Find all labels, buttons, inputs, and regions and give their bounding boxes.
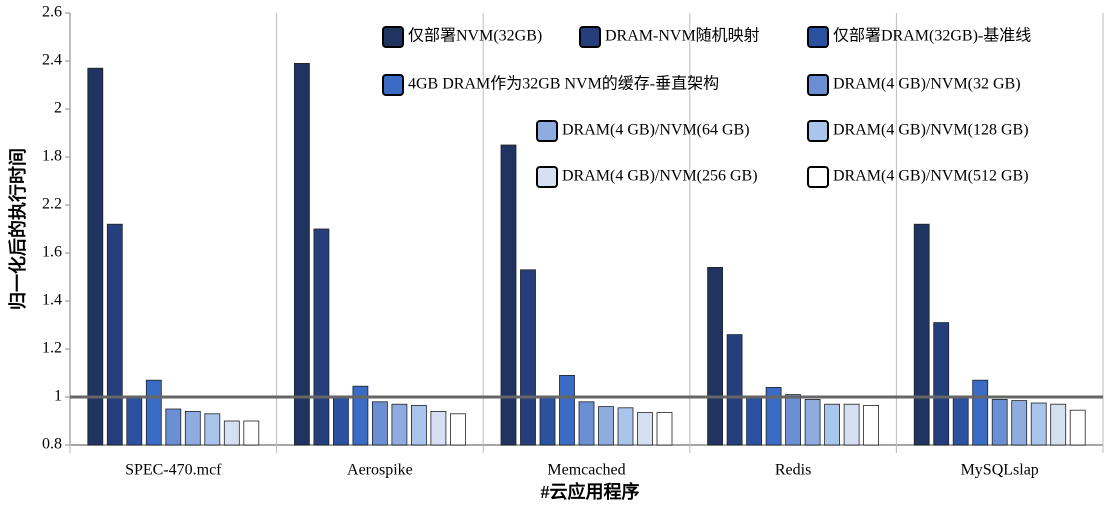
legend-swatch (536, 166, 558, 188)
x-tick-label: MySQLslap (961, 462, 1039, 479)
bar (785, 394, 801, 446)
legend-label: DRAM(4 GB)/NVM(64 GB) (562, 122, 750, 139)
bar (520, 269, 536, 446)
legend-label: 4GB DRAM作为32GB NVM的缓存-垂直架构 (408, 75, 719, 93)
x-tick-label: Memcached (547, 462, 625, 479)
x-tick-label: Aerospike (347, 462, 413, 479)
bar (449, 413, 466, 446)
bar (106, 223, 123, 446)
bar (410, 404, 427, 446)
bar (804, 398, 821, 446)
legend-label: 仅部署NVM(32GB) (408, 27, 542, 45)
y-tick-label: 1.6 (42, 244, 62, 261)
legend-swatch (807, 120, 829, 142)
legend-swatch (807, 166, 829, 188)
bar (598, 406, 614, 446)
bar (500, 144, 517, 446)
legend-label: 仅部署DRAM(32GB)-基准线 (833, 27, 1031, 45)
bar (126, 396, 143, 446)
y-tick-label: 1 (54, 388, 62, 405)
legend-swatch (536, 120, 558, 142)
legend-swatch (579, 26, 601, 48)
legend-swatch (807, 74, 829, 96)
x-axis-label: #云应用程序 (541, 481, 640, 502)
y-tick-label: 1.8 (42, 148, 62, 165)
bar (972, 379, 989, 446)
bar (726, 334, 743, 446)
bar (371, 401, 388, 446)
bar (933, 322, 950, 446)
bar (1050, 403, 1067, 446)
bar (863, 404, 879, 446)
x-tick-label: Redis (775, 462, 811, 479)
legend-label: DRAM(4 GB)/NVM(512 GB) (833, 168, 1029, 185)
bar (843, 403, 860, 446)
bar (430, 410, 447, 446)
x-tick-label: SPEC-470.mcf (125, 462, 222, 479)
y-tick-label: 1.2 (42, 340, 62, 357)
bar (223, 420, 240, 446)
bar (765, 386, 782, 446)
bar (578, 401, 595, 446)
y-axis-label: 归一化后的执行时间 (7, 148, 28, 310)
legend-swatch (807, 26, 829, 48)
bar (617, 407, 634, 446)
y-tick-label: 0.8 (42, 436, 62, 453)
bar (913, 223, 930, 446)
bar (539, 396, 556, 446)
bar (991, 398, 1008, 446)
bar (145, 379, 162, 446)
bar (313, 228, 330, 446)
bar (746, 396, 762, 446)
y-tick-label: 2.6 (42, 4, 62, 21)
bar (637, 412, 653, 446)
bar (87, 67, 104, 446)
legend-swatch (382, 26, 404, 48)
bar (707, 266, 723, 446)
bar (1069, 409, 1086, 446)
bar (184, 410, 201, 446)
bar (352, 385, 369, 446)
bar (559, 374, 575, 446)
bar (243, 420, 260, 446)
y-tick-label: 2.4 (42, 52, 62, 69)
bar (391, 403, 408, 446)
legend-label: DRAM(4 GB)/NVM(32 GB) (833, 76, 1021, 93)
bar (204, 413, 221, 446)
y-tick-label: 2 (54, 100, 62, 117)
bar (1011, 400, 1028, 446)
bar (165, 408, 182, 446)
bar (332, 396, 349, 446)
legend-label: DRAM-NVM随机映射 (605, 27, 760, 45)
legend-label: DRAM(4 GB)/NVM(256 GB) (562, 168, 758, 185)
bar (656, 412, 673, 446)
bar (952, 396, 969, 446)
bar (1030, 402, 1047, 446)
y-tick-label: 1.4 (42, 292, 62, 309)
legend-label: DRAM(4 GB)/NVM(128 GB) (833, 122, 1029, 139)
y-tick-label: 2.2 (42, 196, 62, 213)
legend-swatch (382, 74, 404, 96)
bar (824, 403, 840, 446)
bar (293, 63, 310, 446)
